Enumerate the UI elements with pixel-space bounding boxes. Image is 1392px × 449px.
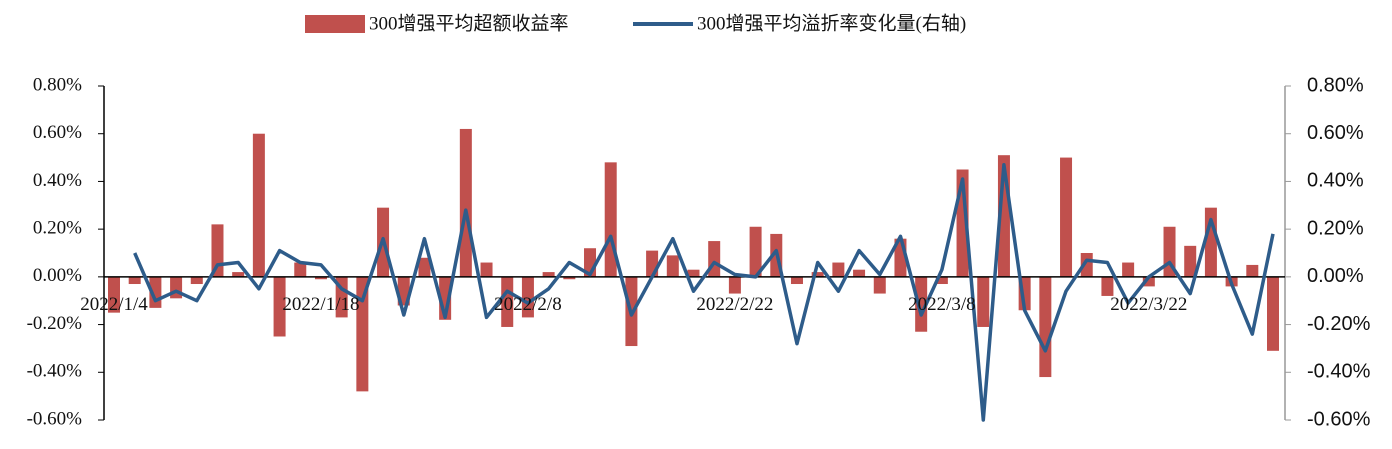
bar — [749, 226, 762, 277]
y2-tick-label: -0.20% — [1307, 313, 1371, 335]
bar — [501, 276, 514, 327]
bar — [314, 276, 327, 280]
y2-tick-label: 0.80% — [1307, 74, 1364, 96]
bar — [1060, 157, 1073, 277]
bar — [521, 276, 534, 318]
bar — [646, 250, 659, 277]
bar — [563, 276, 576, 280]
y-tick-label: 0.20% — [33, 218, 82, 239]
bar — [1142, 276, 1155, 287]
x-tick-label: 2022/3/8 — [908, 294, 976, 315]
bar — [1267, 276, 1279, 351]
bar — [356, 276, 369, 392]
bar — [1018, 276, 1031, 311]
bar — [273, 276, 286, 337]
bar — [935, 276, 948, 285]
x-tick-label: 2022/1/18 — [282, 294, 359, 315]
bar — [1039, 276, 1052, 378]
bar — [708, 241, 721, 277]
bar — [190, 276, 203, 285]
bar — [811, 272, 824, 277]
x-tick-label: 2022/2/22 — [696, 294, 773, 315]
bar — [604, 162, 617, 277]
y-tick-label: 0.80% — [33, 74, 82, 95]
x-tick-label: 2022/3/22 — [1110, 294, 1187, 315]
y2-tick-label: 0.00% — [1307, 265, 1364, 287]
bar — [728, 276, 741, 294]
legend-label: 300增强平均溢折率变化量(右轴) — [697, 12, 966, 34]
bar — [232, 272, 245, 277]
bar — [915, 276, 928, 332]
bar — [853, 269, 866, 277]
y2-tick-label: 0.20% — [1307, 217, 1364, 239]
y-tick-label: 0.00% — [33, 265, 82, 286]
y2-tick-label: -0.40% — [1307, 361, 1371, 383]
legend-swatch — [305, 15, 365, 33]
y-tick-label: 0.60% — [33, 122, 82, 143]
y-tick-label: -0.60% — [27, 408, 83, 429]
bar — [170, 276, 183, 299]
bar — [294, 262, 307, 277]
bar — [873, 276, 886, 294]
bar — [687, 269, 700, 277]
bar — [480, 262, 493, 277]
bar — [1122, 262, 1135, 277]
bar — [1246, 264, 1259, 277]
bar — [1184, 245, 1197, 277]
bar — [977, 276, 990, 327]
y2-tick-label: 0.40% — [1307, 170, 1364, 192]
line — [133, 162, 1275, 422]
y-tick-label: -0.20% — [27, 313, 83, 334]
y-tick-label: -0.40% — [27, 361, 83, 382]
bar — [128, 276, 141, 285]
bar — [108, 276, 120, 313]
bar — [252, 133, 265, 277]
y2-tick-label: 0.60% — [1307, 122, 1364, 144]
bar — [459, 128, 472, 277]
x-tick-label: 2022/1/4 — [80, 294, 148, 315]
bar — [542, 272, 555, 277]
x-tick-label: 2022/2/8 — [494, 294, 562, 315]
legend-label: 300增强平均超额收益率 — [369, 12, 569, 34]
bar — [418, 257, 431, 277]
bar — [832, 262, 845, 277]
bar — [1101, 276, 1114, 296]
y-tick-label: 0.40% — [33, 170, 82, 191]
bar — [666, 255, 679, 277]
bar — [790, 276, 803, 285]
y2-tick-label: -0.60% — [1307, 408, 1371, 430]
